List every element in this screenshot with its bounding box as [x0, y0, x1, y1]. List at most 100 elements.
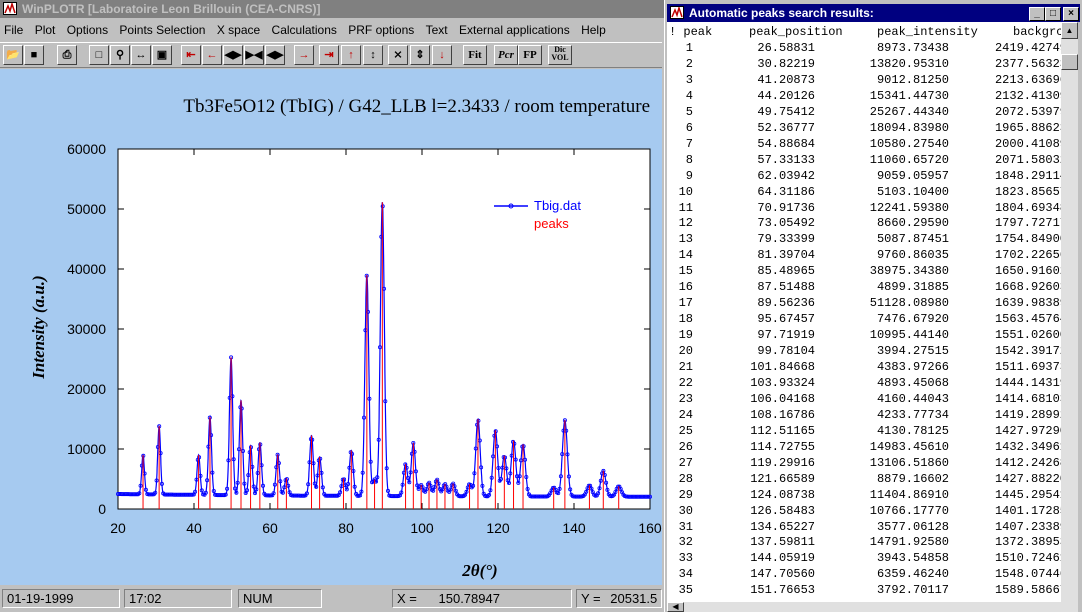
close-button[interactable]: × — [1063, 7, 1079, 21]
expand-horizontal-icon[interactable]: ↔ — [131, 45, 151, 65]
table-row[interactable]: 13 79.33399 5087.87451 1754.84900 — [667, 231, 1061, 247]
table-row[interactable]: 12 73.05492 8660.29590 1797.72717 — [667, 215, 1061, 231]
data-point — [560, 452, 565, 457]
fit-button[interactable]: Fit — [463, 45, 487, 65]
menu-points-selection[interactable]: Points Selection — [119, 23, 206, 37]
menu-plot[interactable]: Plot — [34, 23, 56, 37]
cell-peak-position: 95.67457 — [757, 312, 815, 327]
arrow-right-end-icon[interactable]: ⇥ — [319, 45, 339, 65]
data-point — [129, 492, 134, 497]
arrow-left-end-icon[interactable]: ⇤ — [181, 45, 201, 65]
scroll-left-button[interactable]: ◀ — [667, 602, 684, 612]
cell-peak-position: 108.16786 — [750, 407, 815, 422]
table-row[interactable]: 5 49.75412 25267.44340 2072.53979 — [667, 104, 1061, 120]
table-row[interactable]: 3 41.20873 9012.81250 2213.63696 — [667, 72, 1061, 88]
menu-options[interactable]: Options — [66, 23, 109, 37]
data-point — [169, 492, 174, 497]
table-row[interactable]: 34 147.70560 6359.46240 1548.07446 — [667, 566, 1061, 582]
table-row[interactable]: 11 70.91736 12241.59380 1804.69348 — [667, 200, 1061, 216]
table-row[interactable]: 20 99.78104 3994.27515 1542.39172 — [667, 343, 1061, 359]
scroll-thumb[interactable] — [1061, 54, 1078, 70]
page-preview-icon[interactable]: □ — [89, 45, 109, 65]
table-row[interactable]: 10 64.31186 5103.10400 1823.85657 — [667, 184, 1061, 200]
table-row[interactable]: 22 103.93324 4893.45068 1444.14319 — [667, 375, 1061, 391]
data-point — [246, 473, 251, 478]
table-row[interactable]: 21 101.84668 4383.97266 1511.69373 — [667, 359, 1061, 375]
table-row[interactable]: 15 85.48965 38975.34380 1650.91602 — [667, 263, 1061, 279]
table-row[interactable]: 17 89.56236 51128.08980 1639.98389 — [667, 295, 1061, 311]
menu-x-space[interactable]: X space — [216, 23, 261, 37]
table-row[interactable]: 6 52.36777 18094.83980 1965.88623 — [667, 120, 1061, 136]
arrow-up-icon[interactable]: ↑ — [341, 45, 361, 65]
open-folder-icon[interactable]: 📂 — [3, 45, 23, 65]
fp-button[interactable]: FP — [518, 45, 542, 65]
pcr-button[interactable]: Pcr — [494, 45, 518, 65]
table-row[interactable]: 30 126.58483 10766.17770 1401.17285 — [667, 503, 1061, 519]
table-row[interactable]: 31 134.65227 3577.06128 1407.23389 — [667, 519, 1061, 535]
compress-vertical-icon[interactable]: ⨯ — [388, 45, 408, 65]
cell-peak-position: 103.93324 — [750, 375, 815, 390]
table-row[interactable]: 25 112.51165 4130.78125 1427.97290 — [667, 423, 1061, 439]
expand-x-icon[interactable]: ◀▶ — [265, 45, 285, 65]
data-point — [632, 494, 637, 499]
minimize-button[interactable]: _ — [1029, 7, 1045, 21]
menu-external-applications[interactable]: External applications — [458, 23, 570, 37]
maximize-button[interactable]: □ — [1045, 7, 1061, 21]
expand-vertical-icon[interactable]: ↕ — [363, 45, 383, 65]
zoom-icon[interactable]: ⚲ — [110, 45, 130, 65]
table-row[interactable]: 16 87.51488 4899.31885 1668.92603 — [667, 279, 1061, 295]
table-row[interactable]: 2 30.82219 13820.95310 2377.56323 — [667, 56, 1061, 72]
results-table[interactable]: ! peak peak_position peak_intensity back… — [667, 22, 1061, 602]
table-row[interactable]: 7 54.88684 10580.27540 2000.41089 — [667, 136, 1061, 152]
main-title-bar[interactable]: WinPLOTR [Laboratoire Leon Brillouin (CE… — [0, 0, 664, 18]
table-row[interactable]: 8 57.33133 11060.65720 2071.58032 — [667, 152, 1061, 168]
table-row[interactable]: 1 26.58831 8973.73438 2419.42749 — [667, 40, 1061, 56]
print-icon[interactable]: ⎙ — [57, 45, 77, 65]
data-point — [346, 481, 351, 486]
cell-background: 2071.58032 — [994, 152, 1061, 167]
horizontal-scrollbar[interactable]: ◀ — [667, 602, 1078, 612]
app-icon[interactable] — [3, 2, 17, 15]
fit-vertical-icon[interactable]: ⇕ — [410, 45, 430, 65]
table-row[interactable]: 28 121.66589 8879.16602 1427.88220 — [667, 471, 1061, 487]
fit-box-icon[interactable]: ▣ — [152, 45, 172, 65]
arrow-right-icon[interactable]: → — [294, 45, 314, 65]
table-row[interactable]: 19 97.71919 10995.44140 1551.02600 — [667, 327, 1061, 343]
menu-text[interactable]: Text — [425, 23, 448, 37]
table-row[interactable]: 24 108.16786 4233.77734 1419.28992 — [667, 407, 1061, 423]
save-icon[interactable]: ■ — [24, 45, 44, 65]
dicvol-button[interactable]: Dic VOL — [548, 45, 572, 65]
shrink-horizontal-icon[interactable]: ◀▶ — [223, 45, 243, 65]
arrow-left-icon[interactable]: ← — [202, 45, 222, 65]
data-point — [239, 406, 244, 411]
diffraction-chart[interactable]: Tb3Fe5O12 (TbIG) / G42_LLB l=2.3433 / ro… — [0, 69, 662, 585]
table-row[interactable]: 27 119.29916 13106.51860 1412.24268 — [667, 455, 1061, 471]
cell-peak-position: 26.58831 — [757, 41, 815, 55]
table-row[interactable]: 18 95.67457 7476.67920 1563.45764 — [667, 311, 1061, 327]
cell-peak-intensity: 10766.17770 — [869, 503, 949, 518]
data-point — [473, 446, 478, 451]
menu-help[interactable]: Help — [581, 23, 606, 37]
data-point — [138, 483, 143, 488]
menu-prf-options[interactable]: PRF options — [348, 23, 415, 37]
scroll-up-button[interactable]: ▲ — [1061, 22, 1078, 39]
table-row[interactable]: 32 137.59811 14791.92580 1372.38953 — [667, 534, 1061, 550]
table-row[interactable]: 29 124.08738 11404.86910 1445.29541 — [667, 487, 1061, 503]
results-title-bar[interactable]: Automatic peaks search results: _ □ × — [667, 4, 1080, 22]
arrow-down-icon[interactable]: ↓ — [432, 45, 452, 65]
data-point — [252, 491, 257, 496]
compress-horizontal-icon[interactable]: ▶◀ — [244, 45, 264, 65]
table-row[interactable]: 26 114.72755 14983.45610 1432.34961 — [667, 439, 1061, 455]
results-app-icon[interactable] — [670, 6, 684, 19]
table-row[interactable]: 9 62.03942 9059.05957 1848.29114 — [667, 168, 1061, 184]
menu-calculations[interactable]: Calculations — [271, 23, 337, 37]
table-row[interactable]: 35 151.76653 3792.70117 1589.58667 — [667, 582, 1061, 598]
table-row[interactable]: 4 44.20126 15341.44730 2132.41309 — [667, 88, 1061, 104]
table-row[interactable]: 33 144.05919 3943.54858 1510.72461 — [667, 550, 1061, 566]
table-row[interactable]: 23 106.04168 4160.44043 1414.68103 — [667, 391, 1061, 407]
plot-area[interactable]: Tb3Fe5O12 (TbIG) / G42_LLB l=2.3433 / ro… — [0, 69, 662, 585]
table-row[interactable]: 14 81.39704 9760.86035 1702.22656 — [667, 247, 1061, 263]
menu-file[interactable]: File — [4, 23, 24, 37]
vertical-scrollbar[interactable]: ▲ — [1061, 22, 1078, 602]
x-tick-label: 120 — [486, 520, 510, 536]
